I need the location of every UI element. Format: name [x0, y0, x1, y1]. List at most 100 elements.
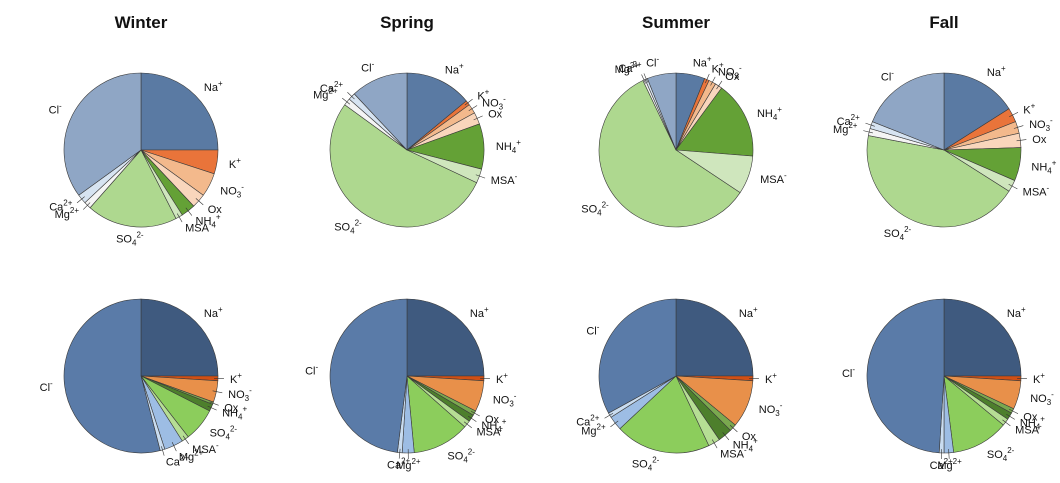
slice-label-so4: SO42-: [447, 447, 475, 464]
slice-label-so4: SO42-: [884, 225, 912, 242]
slice-label-ox: Ox: [485, 414, 500, 426]
slice-label-ca: Ca2+: [166, 453, 190, 468]
slice-label-ca: Ca2+: [49, 199, 73, 214]
slice-label-nh4: NH4+: [733, 437, 758, 454]
pie-summer-top: Na+K+NO3-Ox NH4+ MSA- SO42- Mg2+Ca2+ Cl-: [581, 55, 787, 228]
leader-line-mg: [342, 97, 351, 105]
pie-slice-cl: [872, 72, 945, 151]
slice-label-k: K+: [496, 371, 508, 386]
slice-label-msa: MSA-: [1015, 421, 1042, 436]
slice-label-msa: MSA-: [491, 172, 518, 187]
slice-label-nh4: NH4+: [1031, 159, 1056, 176]
leader-line-msa: [182, 435, 189, 445]
pie-slice-na: [406, 298, 485, 377]
season-title-spring: Spring: [380, 13, 434, 32]
pie-slice-na: [140, 72, 219, 151]
slice-label-ox: Ox: [224, 402, 239, 414]
leader-line-ox: [209, 401, 219, 406]
slice-label-msa: MSA-: [720, 445, 747, 460]
slice-label-na: Na+: [445, 61, 464, 76]
slice-label-cl: Cl-: [49, 102, 62, 117]
pie-slice-cl: [866, 298, 945, 454]
pie-slice-cl: [353, 72, 408, 151]
pie-slice-so4: [866, 135, 1010, 228]
leader-line-ox: [729, 425, 738, 433]
slice-label-cl: Cl-: [646, 55, 659, 70]
leader-line-nh4: [1006, 413, 1015, 420]
slice-label-ox: Ox: [488, 108, 503, 120]
slice-label-k: K+: [1023, 102, 1035, 117]
leader-line-nh4: [722, 432, 730, 441]
pie-slice-na: [943, 72, 1010, 151]
leader-line-ca: [604, 412, 614, 419]
slice-label-nh4: NH4+: [1020, 415, 1045, 432]
slice-label-mg: Mg2+: [615, 61, 640, 76]
leader-line-mg: [863, 130, 873, 134]
slice-label-no3: NO3-: [1030, 390, 1054, 407]
leader-line-k: [1009, 112, 1019, 118]
slice-label-cl: Cl-: [40, 379, 53, 394]
slice-label-so4: SO42-: [987, 446, 1015, 463]
slice-label-ox: Ox: [208, 204, 223, 216]
season-title-summer: Summer: [642, 13, 710, 32]
leader-line-ca: [865, 122, 875, 127]
slice-label-na: Na+: [987, 64, 1006, 79]
slice-label-mg: Mg2+: [55, 206, 80, 221]
leader-line-k: [705, 73, 710, 84]
slice-label-no3: NO3-: [759, 401, 783, 418]
slice-label-nh4: NH4+: [481, 417, 506, 434]
slice-label-ox: Ox: [1023, 411, 1038, 423]
pie-fall-top: Na+ K+NO3-Ox NH4+ MSA- SO42- Mg2+Ca2+ Cl-: [833, 64, 1057, 242]
slice-label-ca: Ca2+: [930, 457, 954, 472]
slice-label-so4: SO42-: [210, 425, 238, 442]
slice-label-nh4: NH4+: [757, 105, 782, 122]
leader-line-ca: [161, 446, 165, 456]
leader-line-ox: [1016, 139, 1027, 142]
slice-label-cl: Cl-: [881, 68, 894, 83]
slice-label-no3: NO3-: [718, 64, 742, 81]
slice-label-ca: Ca2+: [576, 413, 600, 428]
slice-label-msa: MSA-: [760, 171, 787, 186]
leader-line-ox: [716, 80, 723, 90]
slice-label-no3: NO3-: [1029, 116, 1053, 133]
slice-label-cl: Cl-: [842, 365, 855, 380]
leader-line-nh4: [467, 415, 477, 422]
leader-line-no3: [1013, 125, 1024, 129]
slice-label-ca: Ca2+: [320, 80, 344, 95]
slice-label-k: K+: [229, 156, 241, 171]
slice-label-nh4: NH4+: [496, 138, 521, 155]
pie-slice-cl: [329, 298, 408, 453]
slice-label-na: Na+: [1007, 305, 1026, 320]
slice-label-so4: SO42-: [581, 200, 609, 217]
leader-line-no3: [212, 390, 223, 394]
slice-label-k: K+: [1033, 371, 1045, 386]
slice-label-msa: MSA-: [192, 441, 219, 456]
leader-line-msa: [711, 439, 718, 449]
leader-line-ox: [473, 115, 483, 121]
season-title-winter: Winter: [115, 13, 168, 32]
slice-label-so4: SO42-: [116, 230, 144, 247]
slice-label-ox: Ox: [742, 431, 757, 443]
pie-slice-nh4: [675, 87, 754, 157]
pie-slice-na: [943, 298, 1022, 377]
season-title-fall: Fall: [929, 13, 958, 32]
slice-label-mg: Mg2+: [581, 423, 606, 438]
leader-line-mg: [171, 442, 177, 452]
slice-label-cl: Cl-: [305, 362, 318, 377]
pie-charts: Na+K+NO3-OxNH4+MSA-SO42-Mg2+Ca2+Cl-Na+K+…: [40, 55, 1057, 473]
slice-label-ca: Ca2+: [837, 113, 861, 128]
pie-slice-cl: [63, 298, 161, 454]
leader-line-ca: [643, 73, 649, 83]
leader-line-msa: [1008, 183, 1018, 190]
pie-slice-so4: [598, 80, 741, 228]
slice-label-cl: Cl-: [586, 323, 599, 338]
pie-slice-na: [406, 72, 467, 151]
pie-slice-so4: [619, 375, 710, 454]
slice-label-ca: Ca2+: [387, 457, 411, 472]
leader-line-mg: [641, 74, 646, 84]
